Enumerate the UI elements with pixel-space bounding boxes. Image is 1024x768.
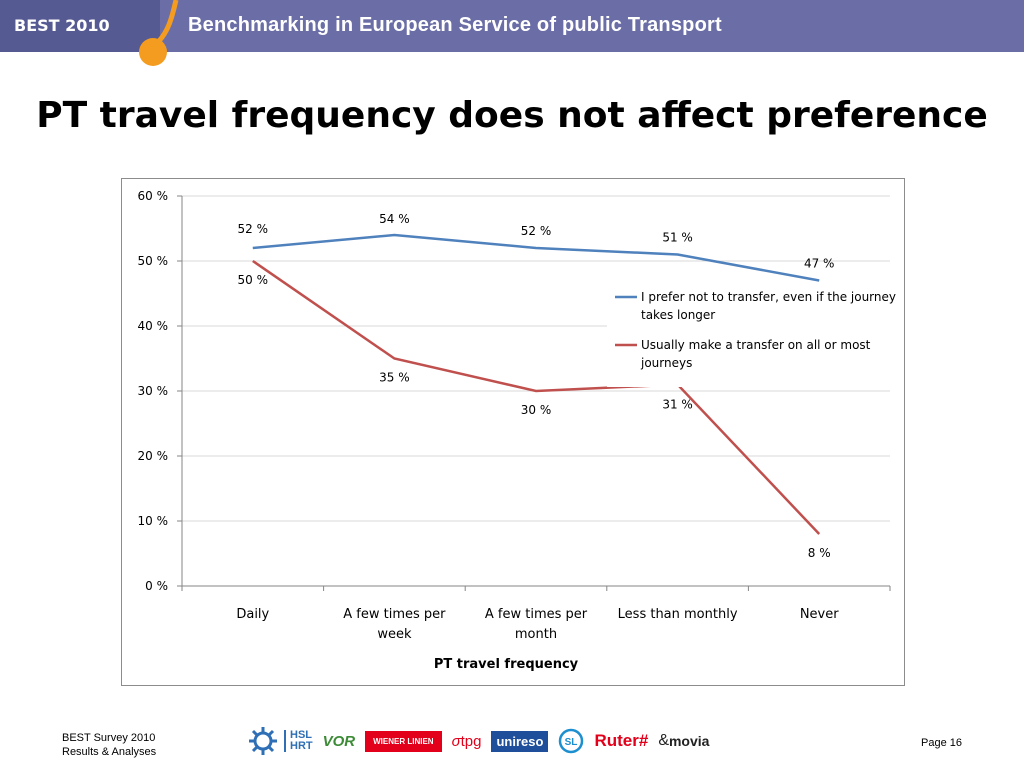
data-label: 47 % bbox=[804, 257, 835, 271]
orange-swoosh-decoration bbox=[139, 0, 179, 66]
series-line-1 bbox=[252, 233, 820, 282]
footer-line-1: BEST Survey 2010 bbox=[62, 732, 156, 744]
x-tick-label: month bbox=[515, 627, 557, 642]
sl-circle-icon: SL bbox=[559, 728, 584, 754]
footer-source: BEST Survey 2010 Results & Analyses bbox=[62, 731, 156, 759]
x-tick-label: week bbox=[377, 627, 412, 642]
sl-logo-text: SL bbox=[565, 737, 578, 748]
vor-logo-text: VOR bbox=[322, 732, 356, 750]
legend-label-2: journeys bbox=[640, 356, 692, 370]
header-badge: BEST 2010 bbox=[14, 16, 110, 35]
partner-logos: HSL HRT VOR WIENER LINIEN σ tpg unireso … bbox=[248, 726, 719, 756]
data-label: 35 % bbox=[379, 371, 410, 385]
y-tick-label: 0 % bbox=[145, 579, 168, 593]
ruter-logo-text: Ruter# bbox=[594, 731, 649, 750]
hrt-logo-text: HRT bbox=[290, 740, 313, 752]
data-label: 31 % bbox=[662, 398, 693, 412]
movia-logo: & movia bbox=[658, 726, 709, 756]
x-tick-label: A few times per bbox=[485, 607, 588, 622]
y-tick-label: 20 % bbox=[138, 449, 169, 463]
y-tick-label: 30 % bbox=[138, 384, 169, 398]
legend-label-1: I prefer not to transfer, even if the jo… bbox=[641, 290, 896, 304]
y-tick-label: 60 % bbox=[138, 189, 169, 203]
y-tick-label: 10 % bbox=[138, 514, 169, 528]
header-badge-area bbox=[0, 0, 160, 52]
hsl-logo-text: HSL bbox=[290, 729, 312, 741]
x-axis-title: PT travel frequency bbox=[434, 657, 579, 672]
ruter-logo: Ruter# bbox=[594, 726, 648, 756]
x-tick-label: Daily bbox=[236, 607, 269, 622]
hsl-gear-icon bbox=[249, 727, 277, 755]
unireso-logo: unireso bbox=[491, 726, 549, 756]
movia-logo-text: movia bbox=[668, 733, 710, 749]
line-chart: 0 % 10 % 20 % 30 % 40 % 50 % 60 % Daily A few ti… bbox=[138, 189, 897, 672]
tpg-logo: σ tpg bbox=[452, 726, 482, 756]
data-label: 52 % bbox=[238, 222, 268, 236]
footer-line-2: Results & Analyses bbox=[62, 746, 157, 758]
x-tick-label: Less than monthly bbox=[618, 607, 738, 622]
page-title: PT travel frequency does not affect pref… bbox=[36, 95, 988, 136]
x-tick-label: Never bbox=[800, 607, 839, 622]
vor-logo: VOR bbox=[323, 726, 356, 756]
data-label: 54 % bbox=[379, 212, 410, 226]
sl-logo: SL bbox=[558, 726, 584, 756]
legend-background bbox=[607, 287, 897, 387]
data-label: 30 % bbox=[521, 403, 552, 417]
data-label: 52 % bbox=[521, 224, 552, 238]
header-title: Benchmarking in European Service of publ… bbox=[188, 14, 722, 36]
hsl-logo: HSL HRT bbox=[248, 726, 313, 756]
data-label: 51 % bbox=[662, 231, 693, 245]
chart-container: 0 % 10 % 20 % 30 % 40 % 50 % 60 % Daily A few ti… bbox=[121, 178, 905, 686]
y-tick-label: 50 % bbox=[138, 254, 169, 268]
legend-label-1: takes longer bbox=[641, 308, 715, 322]
x-tick-label: A few times per bbox=[343, 607, 446, 622]
movia-knot-icon: & bbox=[658, 732, 669, 749]
tpg-logo-text: tpg bbox=[460, 732, 482, 750]
tpg-swoosh-icon: σ bbox=[451, 732, 461, 750]
y-tick-label: 40 % bbox=[138, 319, 169, 333]
wiener-linien-logo-text: WIENER LINIEN bbox=[365, 730, 442, 752]
data-label: 8 % bbox=[808, 546, 831, 560]
legend-label-2: Usually make a transfer on all or most bbox=[641, 338, 871, 352]
data-label: 50 % bbox=[238, 273, 268, 287]
unireso-logo-text: unireso bbox=[491, 730, 549, 752]
wiener-linien-logo: WIENER LINIEN bbox=[365, 726, 442, 756]
page-number: Page 16 bbox=[921, 737, 962, 749]
